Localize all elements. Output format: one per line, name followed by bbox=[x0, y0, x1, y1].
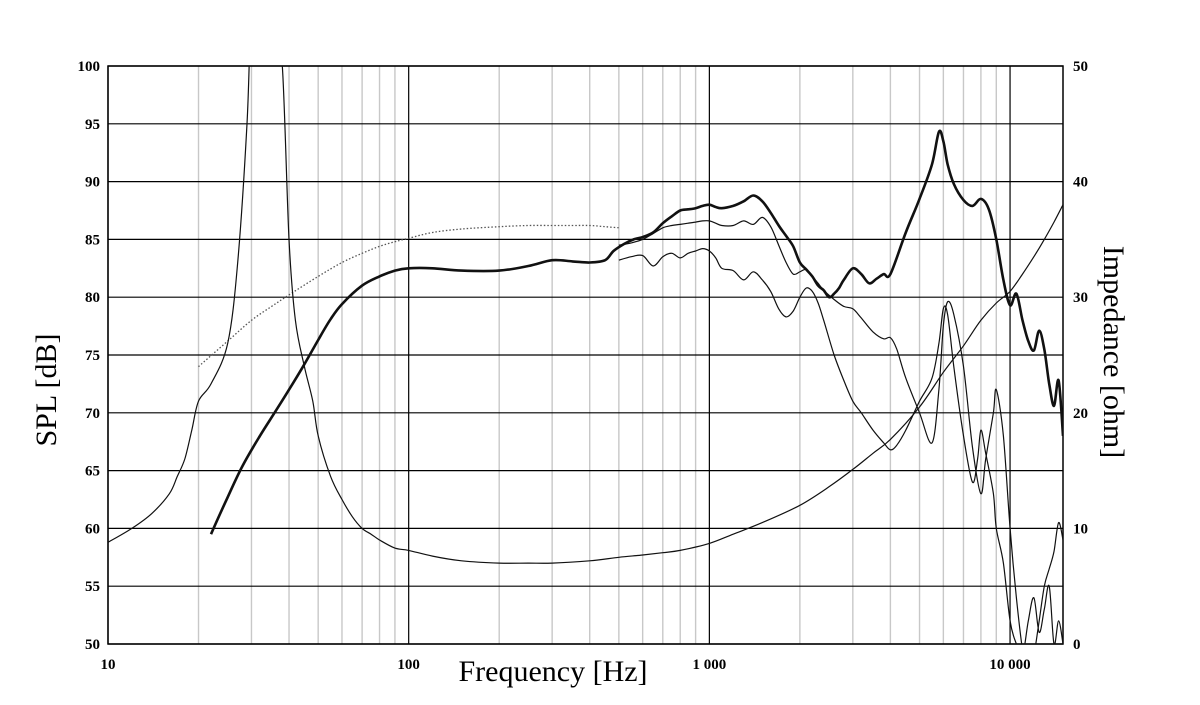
y-tick-label: 80 bbox=[85, 290, 100, 306]
y2-tick-label: 50 bbox=[1073, 59, 1088, 75]
x-tick-label: 100 bbox=[397, 657, 420, 673]
y-tick-label: 90 bbox=[85, 175, 100, 191]
y-tick-label: 75 bbox=[85, 348, 100, 364]
x-axis-title: Frequency [Hz] bbox=[458, 655, 647, 688]
x-tick-label: 1 000 bbox=[692, 657, 726, 673]
y2-tick-label: 30 bbox=[1073, 290, 1088, 306]
right-axis-ticks: 50 40 30 20 10 0 bbox=[1073, 59, 1088, 653]
y-tick-label: 95 bbox=[85, 117, 100, 133]
y-tick-label: 50 bbox=[85, 637, 100, 653]
spl-curve-3 bbox=[618, 248, 1063, 644]
spl-curve-1 bbox=[209, 129, 1063, 535]
y2-tick-label: 10 bbox=[1073, 521, 1088, 537]
y2-tick-label: 20 bbox=[1073, 406, 1088, 422]
left-axis-ticks: 100 95 90 85 80 75 70 65 60 55 50 bbox=[78, 59, 101, 653]
y2-tick-label: 40 bbox=[1073, 175, 1088, 191]
y2-axis-title: Impedance [ohm] bbox=[1097, 246, 1130, 458]
y-axis-title: SPL [dB] bbox=[30, 333, 63, 446]
x-tick-label: 10 000 bbox=[989, 657, 1030, 673]
y-tick-label: 85 bbox=[85, 232, 100, 248]
plot-frame bbox=[107, 65, 1064, 645]
spl-curve-2 bbox=[618, 216, 1063, 644]
bottom-axis-ticks: 10 100 1 000 10 000 bbox=[101, 657, 1031, 673]
y-tick-label: 60 bbox=[85, 521, 100, 537]
y-tick-label: 100 bbox=[78, 59, 101, 75]
y2-tick-label: 0 bbox=[1073, 637, 1081, 653]
series-layer bbox=[108, 66, 1063, 644]
impedance-curve bbox=[108, 66, 1063, 564]
y-tick-label: 70 bbox=[85, 406, 100, 422]
x-tick-label: 10 bbox=[101, 657, 116, 673]
y-tick-label: 65 bbox=[85, 464, 100, 480]
y-tick-label: 55 bbox=[85, 579, 100, 595]
